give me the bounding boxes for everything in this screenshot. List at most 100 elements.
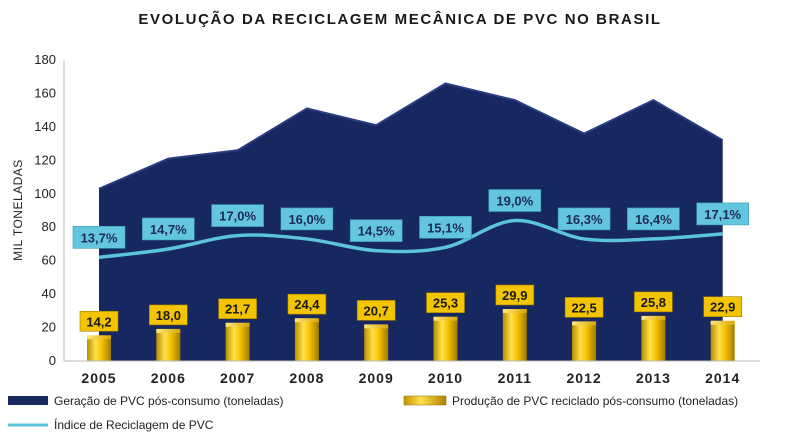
line-indice: [98, 218, 723, 260]
index-label-box: [211, 204, 264, 227]
bar-label-box: [634, 291, 673, 313]
bar: [87, 337, 111, 361]
x-axis: 2005 2006 2007 2008 2009 2010 2011 2012 2013 2014: [81, 370, 740, 386]
x-tick-label: 2007: [220, 370, 255, 386]
bar-label-box: [564, 297, 604, 318]
bar-value-label: 20,7: [364, 303, 389, 318]
bar-value-label: 21,7: [225, 302, 250, 317]
bar-top: [572, 321, 597, 326]
legend-label-geracao: Geração de PVC pós-consumo (toneladas): [54, 394, 283, 408]
area-geracao-edge: [98, 82, 724, 190]
bar-value-label: 14,2: [86, 314, 111, 329]
y-tick-label: 20: [42, 320, 56, 335]
legend-bar-swatch: [403, 395, 447, 406]
bar-top: [294, 318, 319, 323]
x-tick-label: 2010: [428, 370, 463, 386]
bar: [294, 320, 319, 361]
y-tick-label: 180: [34, 52, 56, 67]
bar-label-box: [426, 292, 465, 313]
bar-value-label: 22,9: [710, 300, 735, 315]
index-label-box: [419, 215, 472, 239]
area-series: [98, 82, 724, 362]
bar-value-label: 22,5: [571, 300, 596, 315]
bar-label-box: [703, 296, 743, 318]
bar: [710, 322, 735, 361]
index-label-box: [72, 226, 126, 249]
index-value-label: 16,4%: [635, 212, 672, 227]
bar: [572, 323, 597, 361]
bar: [156, 330, 181, 361]
legend-item-producao: Produção de PVC reciclado pós-consumo (t…: [403, 394, 738, 408]
bar-series: [87, 309, 735, 361]
x-tick-label: 2006: [151, 370, 186, 386]
y-tick-label: 40: [42, 286, 56, 301]
bar-value-label: 29,9: [502, 288, 527, 303]
index-label-box: [557, 207, 611, 231]
index-value-label: 17,1%: [704, 207, 741, 222]
x-tick-label: 2011: [498, 370, 532, 386]
x-tick-label: 2008: [289, 370, 324, 386]
index-value-label: 13,7%: [81, 230, 118, 245]
legend: Geração de PVC pós-consumo (toneladas) P…: [8, 394, 738, 432]
bar: [225, 324, 250, 361]
index-label-box: [627, 207, 680, 231]
index-label-box: [488, 189, 542, 212]
bar-top: [433, 316, 458, 321]
x-tick-label: 2005: [81, 370, 116, 386]
bar-top: [156, 328, 181, 333]
index-value-label: 19,0%: [496, 194, 533, 209]
bar-top: [87, 335, 111, 340]
y-tick-label: 60: [42, 253, 56, 268]
y-tick-label: 0: [49, 353, 56, 368]
line-series: [98, 218, 723, 260]
y-tick-label: 100: [34, 186, 56, 201]
index-value-label: 15,1%: [427, 220, 464, 235]
bar-value-label: 24,4: [294, 297, 320, 312]
area-geracao: [99, 83, 723, 362]
x-tick-label: 2014: [705, 370, 740, 386]
bar-label-box: [495, 284, 535, 306]
index-value-label: 16,3%: [566, 212, 603, 227]
bar-value-label: 25,3: [433, 296, 458, 311]
legend-label-producao: Produção de PVC reciclado pós-consumo (t…: [452, 394, 738, 408]
y-tick-label: 120: [34, 152, 56, 167]
x-tick-label: 2013: [636, 370, 671, 386]
bar-value-label: 25,8: [641, 295, 666, 310]
index-label-box: [349, 219, 403, 242]
index-label-box: [280, 207, 334, 231]
bar-top: [641, 315, 666, 320]
index-value-label: 17,0%: [219, 209, 256, 224]
bar-top: [502, 309, 527, 314]
index-value-label: 14,7%: [150, 222, 187, 237]
y-tick-label: 140: [34, 119, 56, 134]
index-value-label: 14,5%: [358, 224, 395, 239]
y-axis-label: MIL TONELADAS: [11, 159, 25, 261]
index-value-label: 16,0%: [288, 212, 325, 227]
bar-top: [710, 320, 735, 325]
data-labels: 14,2 18,0 21,7 24,4 20,7 25,3 29,9 22,5 25,8 22,9…: [72, 189, 750, 332]
bar-value-label: 18,0: [156, 308, 181, 323]
bar-top: [225, 322, 250, 327]
y-tick-label: 80: [42, 219, 56, 234]
chart-title: EVOLUÇÃO DA RECICLAGEM MECÂNICA DE PVC N…: [138, 10, 661, 28]
x-tick-label: 2012: [567, 370, 602, 386]
y-axis: 0 20 40 60 80 100 120 140 160 180: [34, 52, 56, 368]
y-tick-label: 160: [34, 85, 56, 100]
x-tick-label: 2009: [359, 370, 394, 386]
index-label-box: [142, 217, 195, 241]
bar-label-box: [218, 298, 257, 320]
bar-label-box: [149, 304, 188, 326]
bar-label-box: [287, 293, 327, 315]
legend-item-indice: Índice de Reciclagem de PVC: [8, 417, 214, 432]
legend-area-swatch-box: [8, 396, 48, 405]
bar: [433, 318, 458, 361]
index-label-box: [696, 202, 750, 226]
bar: [502, 311, 527, 361]
legend-item-geracao: Geração de PVC pós-consumo (toneladas): [8, 394, 283, 408]
bar-label-box: [79, 310, 119, 332]
bar-label-box: [356, 300, 396, 321]
legend-label-indice: Índice de Reciclagem de PVC: [54, 417, 214, 432]
bar: [641, 317, 666, 361]
